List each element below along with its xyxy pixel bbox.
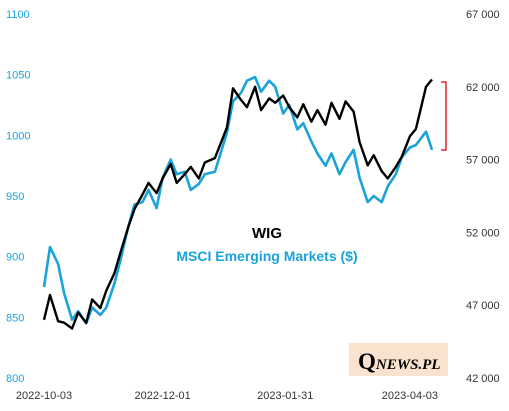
x-tick-label: 2022-10-03 bbox=[16, 390, 72, 402]
left-tick-label: 800 bbox=[6, 373, 24, 385]
x-axis: 2022-10-03 2022-12-01 2023-01-31 2023-04-03 bbox=[16, 390, 438, 402]
right-tick-label: 47 000 bbox=[466, 300, 500, 312]
right-tick-label: 57 000 bbox=[466, 155, 500, 167]
left-tick-label: 950 bbox=[6, 191, 24, 203]
wig-series-line bbox=[42, 78, 433, 330]
right-tick-label: 52 000 bbox=[466, 227, 500, 239]
right-tick-label: 42 000 bbox=[466, 373, 500, 385]
svg-text:QNEWS.PL: QNEWS.PL bbox=[358, 349, 440, 374]
plot-area bbox=[42, 75, 434, 330]
right-tick-label: 67 000 bbox=[466, 9, 500, 21]
logo-initial: Q bbox=[358, 349, 376, 374]
x-tick-label: 2023-01-31 bbox=[257, 390, 313, 402]
x-tick-label: 2023-04-03 bbox=[382, 390, 438, 402]
left-tick-label: 1100 bbox=[6, 9, 30, 21]
right-tick-label: 62 000 bbox=[466, 82, 500, 94]
left-axis: 1100 1050 1000 950 900 850 800 bbox=[6, 9, 30, 385]
x-tick-label: 2022-12-01 bbox=[134, 390, 190, 402]
msci-series-line bbox=[42, 75, 434, 325]
left-tick-label: 1000 bbox=[6, 130, 30, 142]
range-bracket bbox=[441, 81, 447, 151]
left-tick-label: 1050 bbox=[6, 70, 30, 82]
right-axis: 67 000 62 000 57 000 52 000 47 000 42 000 bbox=[466, 9, 500, 385]
logo-text: NEWS.PL bbox=[375, 357, 441, 373]
msci-series-label: MSCI Emerging Markets ($) bbox=[176, 248, 357, 264]
qnews-logo: QNEWS.PL bbox=[349, 343, 448, 376]
left-tick-label: 850 bbox=[6, 312, 24, 324]
left-tick-label: 900 bbox=[6, 252, 24, 264]
logo-background bbox=[349, 343, 448, 376]
wig-series-label: WIG bbox=[252, 225, 282, 242]
